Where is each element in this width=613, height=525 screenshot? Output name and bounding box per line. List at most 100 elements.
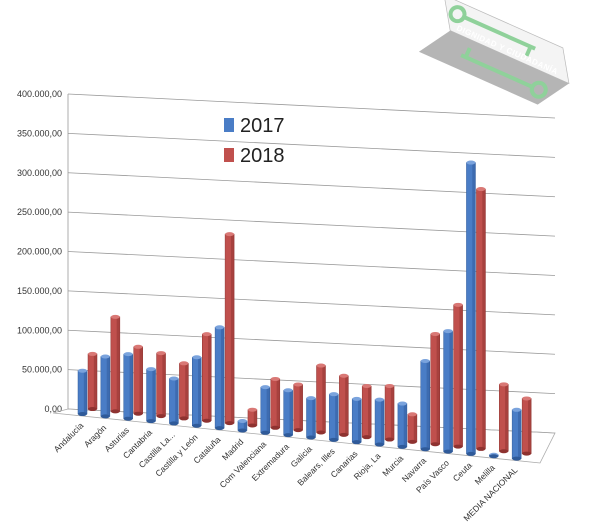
y-tick-label: 300.000,00 (17, 168, 62, 178)
bar-2018-17 (476, 187, 486, 451)
bar-shade (266, 387, 270, 433)
bar-bottom (385, 437, 395, 442)
bar-shade (482, 189, 486, 449)
bar-top (215, 325, 225, 330)
bar-bottom (293, 428, 303, 433)
bar-bottom (443, 449, 453, 454)
bar-top (192, 355, 202, 360)
bar-bottom (100, 414, 110, 419)
bar-2018-16 (453, 302, 463, 449)
bar-shade (436, 333, 440, 445)
bar-top (362, 383, 372, 388)
bar-2017-1 (100, 354, 111, 419)
bar-2017-19 (511, 407, 522, 461)
bar-top (260, 385, 270, 390)
bar-bottom (362, 435, 372, 440)
bar-shade (289, 390, 293, 436)
bar-2018-8 (270, 376, 281, 430)
bar-top (522, 396, 532, 401)
bar-bottom (306, 435, 316, 440)
bar-top (375, 397, 385, 402)
bar-top (133, 344, 143, 349)
bar-shade (449, 331, 453, 452)
bar-top (100, 354, 110, 359)
bar-shade (185, 363, 189, 419)
bar-top (306, 396, 316, 401)
bar-shade (106, 356, 110, 417)
bar-shade (208, 334, 212, 421)
gridline (67, 132, 556, 158)
legend-label: 2017 (240, 115, 285, 137)
bar-2017-18 (489, 452, 499, 459)
bar-top (293, 382, 303, 387)
bar-2017-0 (77, 368, 88, 417)
logo: DIGNIDAD Y CIUDADANÍA (418, 0, 570, 105)
bar-shade (230, 234, 235, 424)
bar-2017-2 (123, 352, 133, 421)
bar-top (123, 352, 133, 357)
bar-bottom (202, 418, 212, 423)
bar-2018-13 (384, 383, 395, 442)
bar-top (156, 351, 166, 356)
bar-top (88, 351, 97, 356)
bar-top (179, 361, 189, 366)
bar-2017-16 (443, 329, 453, 454)
y-tick-label: 50.000,00 (22, 365, 62, 375)
bar-bottom (192, 423, 202, 428)
bar-shade (335, 394, 339, 440)
gridline (67, 93, 556, 119)
bar-top (146, 367, 156, 372)
bar-shade (129, 354, 133, 419)
bar-bottom (156, 414, 166, 419)
bar-2018-1 (110, 314, 121, 414)
bar-top (385, 383, 395, 388)
bar-2017-8 (260, 385, 271, 435)
bar-top (237, 418, 247, 423)
bar-bottom (512, 456, 522, 461)
bar-bottom (215, 426, 225, 431)
bar-shade (276, 378, 280, 428)
bar-shade (358, 398, 362, 443)
bar-bottom (169, 421, 179, 426)
bar-top (202, 332, 212, 337)
bar-2018-7 (247, 407, 258, 428)
bar-top (397, 401, 407, 406)
bar-bottom (247, 423, 257, 428)
bar-shade (390, 385, 395, 440)
y-tick-label: 400.000,00 (17, 89, 62, 99)
bar-top (316, 363, 326, 368)
bar-shade (413, 414, 417, 442)
bar-bottom (316, 430, 326, 435)
bar-shade (83, 370, 87, 415)
bar-top (78, 368, 87, 373)
x-tick-label: Ceuta (451, 460, 474, 483)
bar-top (466, 160, 476, 165)
key-icon (448, 5, 536, 57)
bar-shade (403, 403, 407, 447)
bar-2018-9 (293, 382, 303, 433)
bar-shade (518, 409, 522, 459)
y-tick-label: 200.000,00 (17, 247, 62, 257)
bar-2017-17 (466, 160, 476, 456)
bar-2018-0 (87, 351, 98, 412)
bar-shade (152, 369, 156, 422)
bar-bottom (397, 444, 407, 449)
bar-shade (380, 399, 385, 445)
bar-2018-6 (224, 232, 235, 426)
bar-top (352, 396, 362, 401)
bar-shade (472, 162, 476, 454)
bar-top (430, 331, 440, 336)
bar-top (247, 407, 257, 412)
bar-bottom (499, 449, 509, 454)
bar-bottom (260, 430, 270, 435)
bar-top (270, 376, 280, 381)
bar-shade (345, 375, 349, 435)
bar-bottom (283, 433, 293, 438)
bar-shade (299, 384, 303, 431)
bar-bottom (375, 442, 385, 447)
bar-2018-14 (407, 412, 418, 444)
bar-2018-2 (133, 344, 143, 416)
bar-shade (322, 365, 326, 433)
bar-top (225, 232, 235, 237)
bar-bottom (489, 454, 499, 459)
